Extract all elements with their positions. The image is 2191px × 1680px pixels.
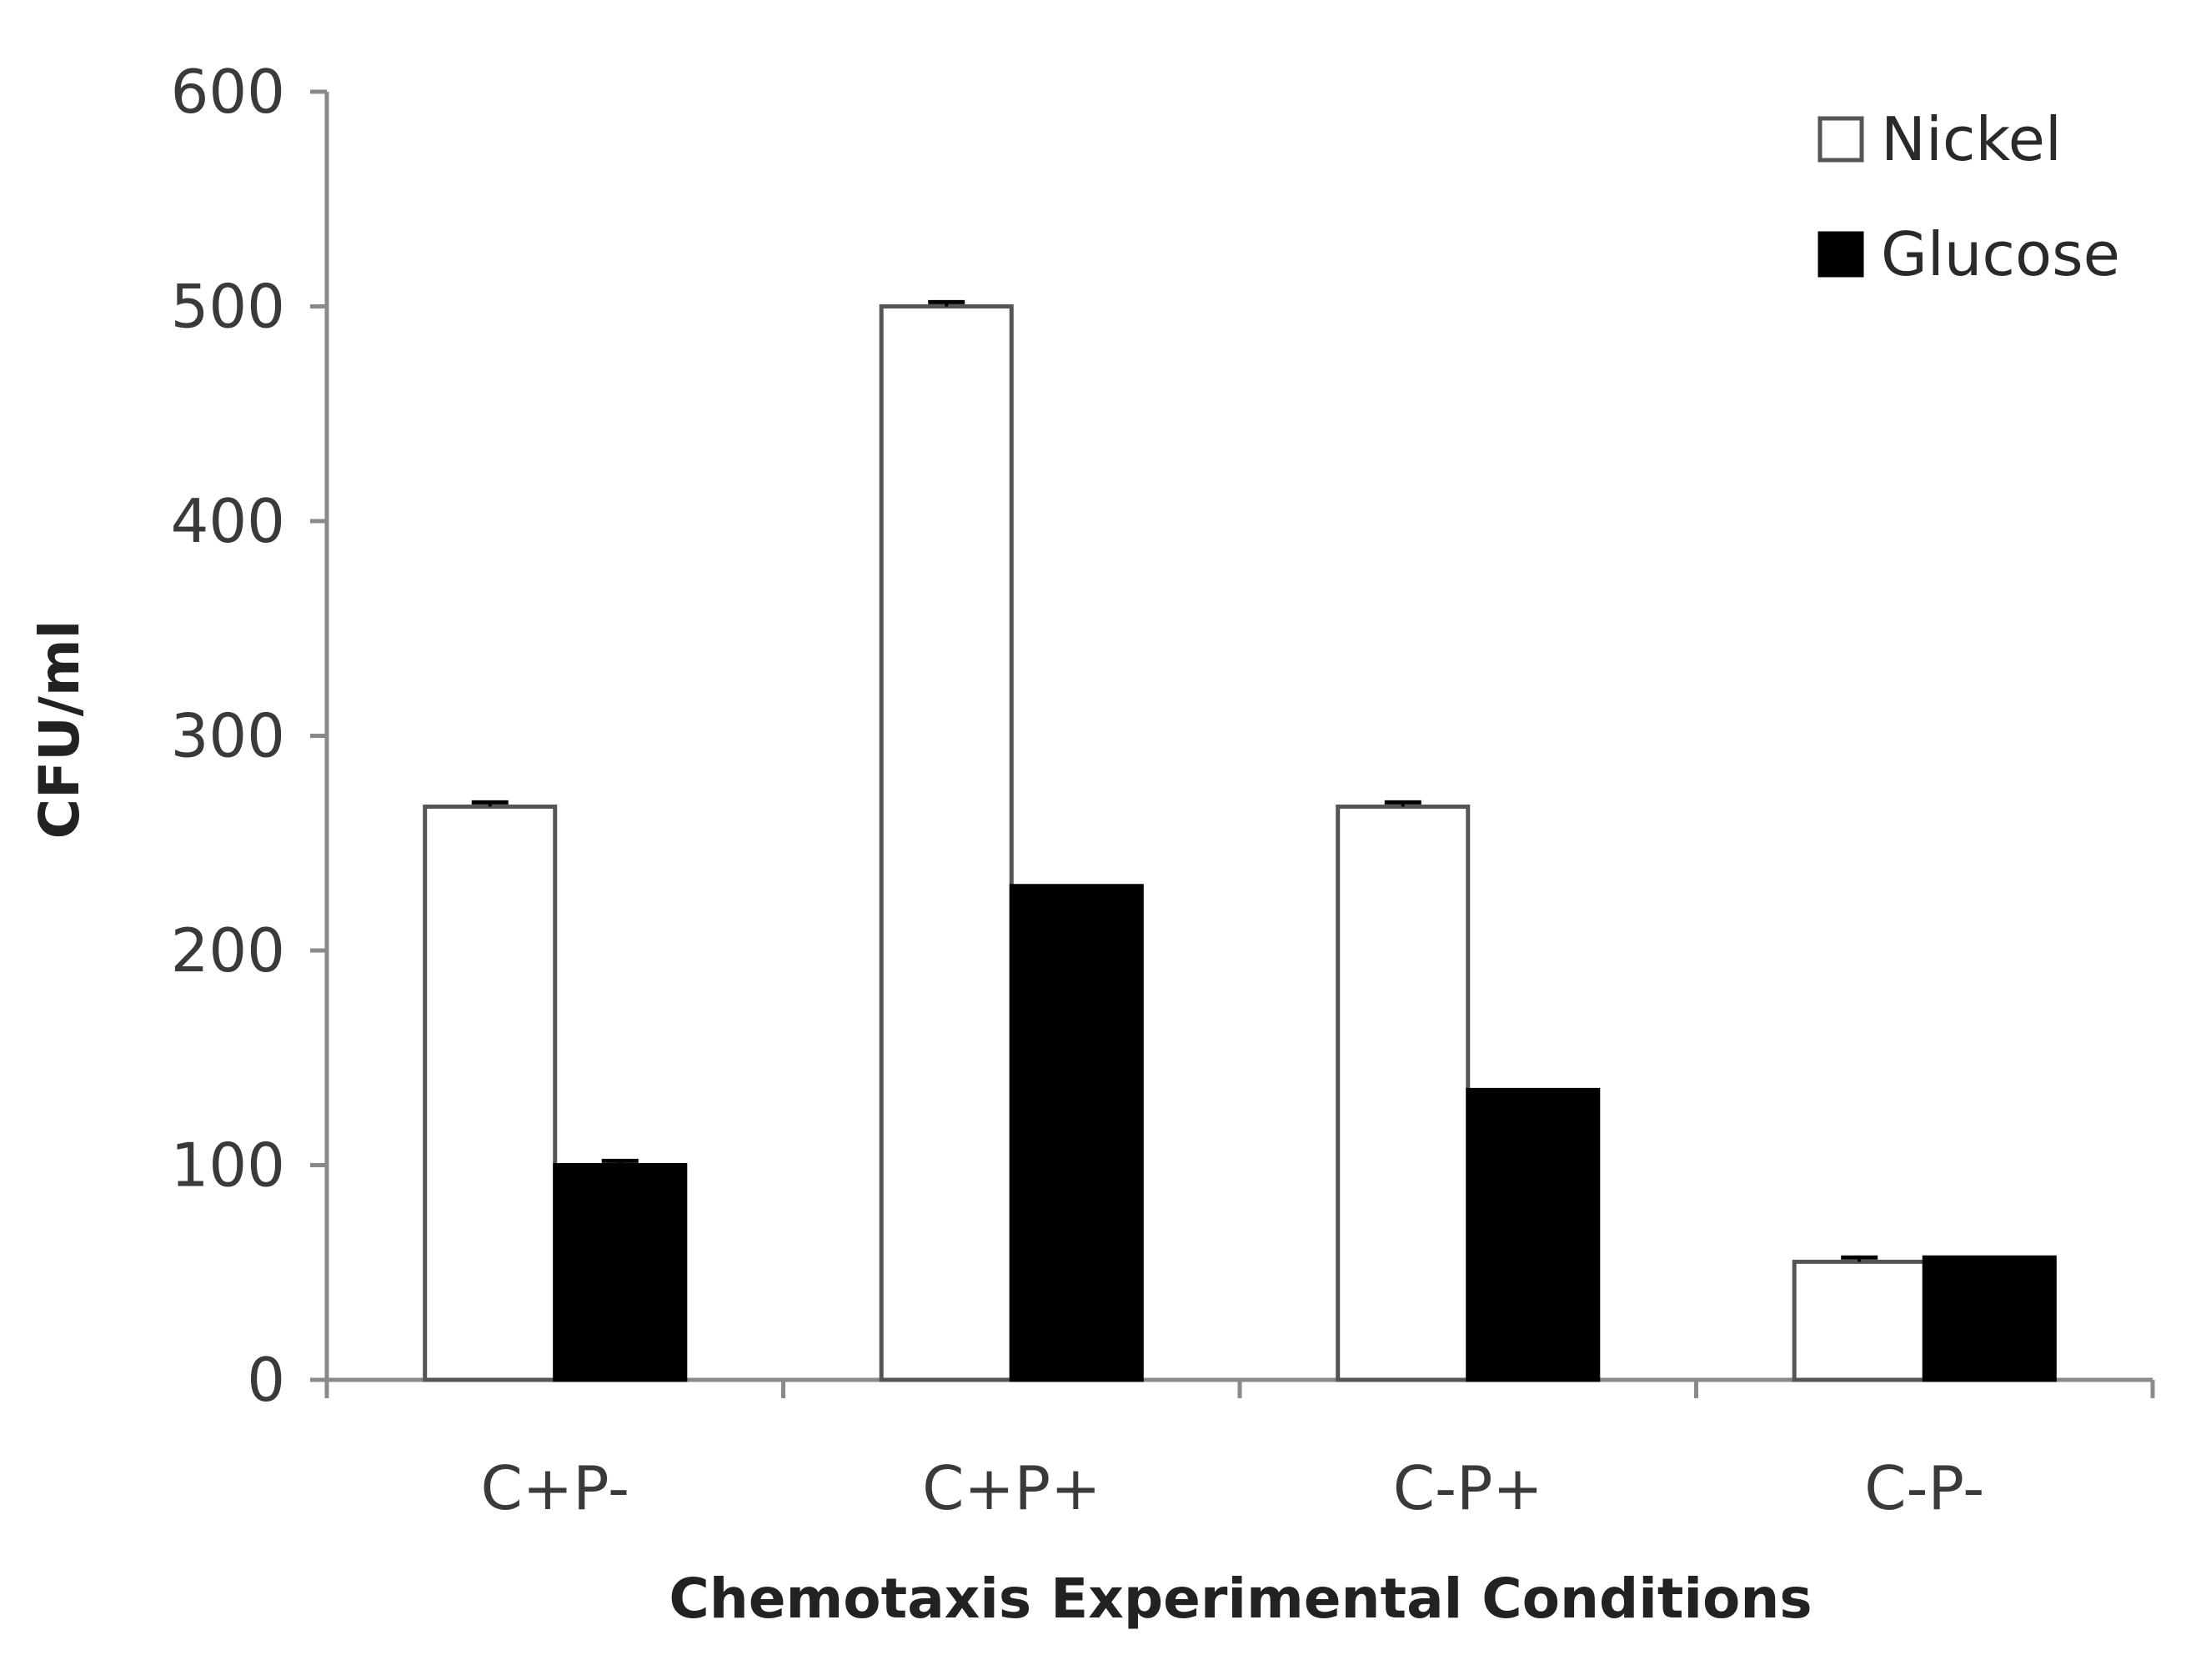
legend-swatch-nickel xyxy=(1817,116,1864,163)
y-tick-label: 400 xyxy=(171,486,285,556)
legend-swatch-glucose xyxy=(1817,231,1864,278)
bar-glucose xyxy=(1009,884,1144,1382)
tick-labels: 0 100 200 300 400 500 600 C+P- C+P+ C-P+ C-P- xyxy=(171,57,1985,1523)
x-tick-label: C-P- xyxy=(1864,1453,1984,1523)
legend-label-nickel: Nickel xyxy=(1881,104,2062,174)
bar-nickel xyxy=(1336,804,1471,1382)
y-tick-label: 200 xyxy=(171,915,285,985)
bars xyxy=(423,299,2057,1382)
y-tick-label: 600 xyxy=(171,57,285,127)
y-axis-title: CFU/ml xyxy=(28,620,92,840)
x-tick-label: C+P+ xyxy=(922,1453,1101,1523)
bar-glucose xyxy=(1466,1087,1601,1382)
legend: Nickel Glucose xyxy=(1817,104,2120,289)
y-tick-label: 100 xyxy=(171,1131,285,1201)
legend-label-glucose: Glucose xyxy=(1881,219,2120,289)
bar-glucose xyxy=(553,1163,688,1382)
y-tick-label: 300 xyxy=(171,701,285,771)
y-tick-label: 0 xyxy=(247,1345,285,1415)
x-tick-label: C-P+ xyxy=(1393,1453,1543,1523)
y-tick-label: 500 xyxy=(171,272,285,342)
bar-nickel xyxy=(423,804,558,1382)
bar-nickel xyxy=(879,304,1014,1382)
x-tick-label: C+P- xyxy=(481,1453,629,1523)
bar-glucose xyxy=(1922,1255,2057,1382)
x-axis-title: Chemotaxis Experimental Conditions xyxy=(669,1567,1812,1631)
bar-nickel xyxy=(1792,1259,1927,1382)
